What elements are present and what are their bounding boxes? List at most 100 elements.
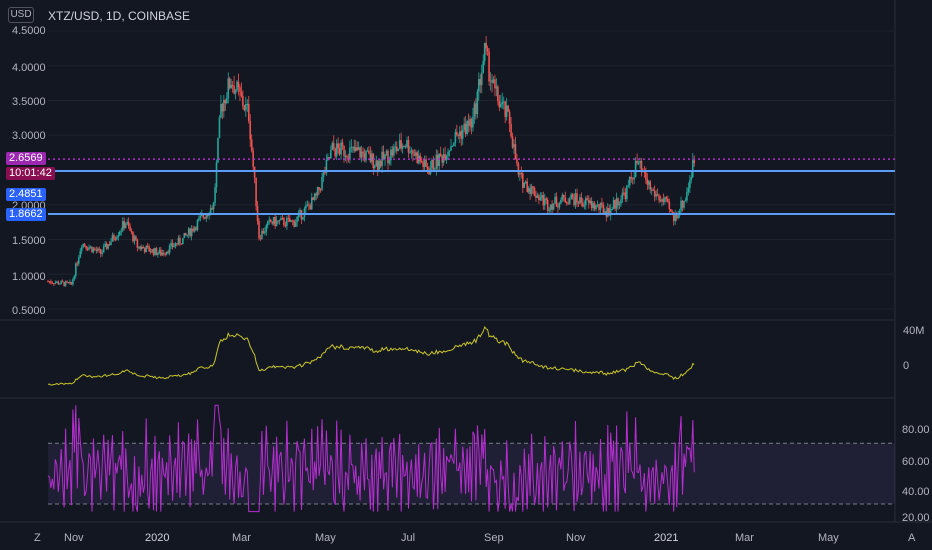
candle-body	[379, 160, 382, 167]
candle-body	[157, 253, 159, 256]
candle-body	[541, 195, 543, 198]
candle-body	[264, 231, 266, 234]
candle-body	[498, 101, 501, 108]
candle-body	[165, 251, 168, 254]
candle-body	[227, 78, 230, 99]
candle-body	[287, 218, 290, 220]
candle-body	[132, 231, 134, 242]
candle-body	[684, 200, 687, 202]
candle-body	[167, 251, 169, 253]
candle-body	[371, 153, 373, 162]
candle-body	[143, 248, 146, 253]
currency-label: USD	[10, 9, 32, 20]
candle-body	[255, 177, 257, 207]
candle-body	[315, 193, 317, 196]
candle-body	[505, 105, 508, 117]
candle-body	[590, 200, 593, 209]
candle-body	[267, 221, 269, 225]
candle-body	[140, 247, 143, 249]
candle-body	[630, 176, 633, 179]
candle-body	[208, 214, 210, 216]
candle-body	[453, 142, 455, 146]
candle-body	[633, 177, 635, 180]
candle-body	[310, 197, 313, 210]
candle-body	[201, 214, 203, 216]
candle-body	[58, 283, 61, 285]
candle-body	[50, 281, 52, 283]
candle-body	[646, 179, 649, 185]
candle-body	[70, 281, 73, 285]
auto-scale-button[interactable]: A	[908, 532, 916, 544]
candle-body	[101, 252, 104, 254]
candle-body	[680, 200, 682, 211]
candle-body	[656, 194, 659, 196]
candle-body	[164, 253, 167, 255]
candle-body	[573, 197, 575, 206]
candle-body	[54, 282, 57, 284]
candle-body	[586, 198, 589, 200]
candle-body	[286, 218, 288, 227]
candle-body	[60, 281, 62, 284]
candle-body	[151, 249, 153, 253]
candle-body	[158, 249, 161, 254]
candle-body	[119, 231, 121, 236]
candle-body	[511, 136, 514, 148]
candle-body	[83, 243, 86, 246]
candle-body	[486, 48, 489, 52]
candle-body	[177, 237, 180, 245]
candle-body	[674, 213, 676, 222]
candle-body	[187, 228, 190, 235]
candle-body	[174, 243, 177, 247]
candle-body	[628, 176, 631, 186]
price-tick: 4.5000	[12, 25, 46, 37]
candle-body	[149, 251, 152, 253]
candle-body	[180, 243, 183, 245]
candle-body	[626, 186, 628, 200]
timezone-button[interactable]: Z	[34, 532, 41, 544]
candle-body	[599, 202, 602, 210]
candle-body	[602, 205, 605, 214]
candle-body	[243, 106, 246, 111]
candle-body	[523, 182, 526, 188]
candle-body	[61, 281, 64, 283]
candle-body	[470, 118, 473, 128]
candle-body	[532, 186, 534, 189]
candle-body	[64, 281, 67, 286]
candle-body	[568, 198, 571, 204]
candle-body	[88, 247, 90, 250]
rsi-tick: 80.00	[902, 424, 930, 436]
candle-body	[683, 200, 685, 208]
price-tick: 3.0000	[12, 130, 46, 142]
currency-button[interactable]: USD	[8, 7, 34, 23]
candle-body	[397, 148, 400, 152]
candle-body	[535, 195, 537, 198]
candle-body	[142, 247, 145, 249]
candle-body	[294, 222, 297, 227]
candle-body	[530, 186, 533, 195]
candle-body	[170, 242, 172, 246]
candle-body	[612, 200, 615, 210]
candle-body	[601, 202, 603, 206]
candle-body	[667, 198, 669, 202]
candle-body	[426, 166, 429, 172]
candle-body	[148, 246, 150, 252]
candle-body	[171, 242, 174, 247]
candle-body	[524, 181, 527, 183]
candle-body	[467, 121, 470, 126]
candle-body	[483, 42, 486, 61]
candle-body	[221, 103, 224, 112]
candle-body	[423, 159, 426, 167]
candle-body	[228, 78, 231, 89]
candle-body	[305, 205, 307, 209]
candle-body	[461, 129, 464, 139]
candle-body	[432, 159, 435, 170]
candle-body	[139, 246, 142, 249]
candle-body	[313, 193, 316, 200]
time-tick: Jul	[401, 532, 416, 544]
candle-body	[136, 239, 139, 248]
candle-body	[47, 281, 49, 283]
candle-body	[451, 145, 454, 147]
candle-body	[215, 162, 218, 188]
candle-body	[627, 185, 630, 187]
